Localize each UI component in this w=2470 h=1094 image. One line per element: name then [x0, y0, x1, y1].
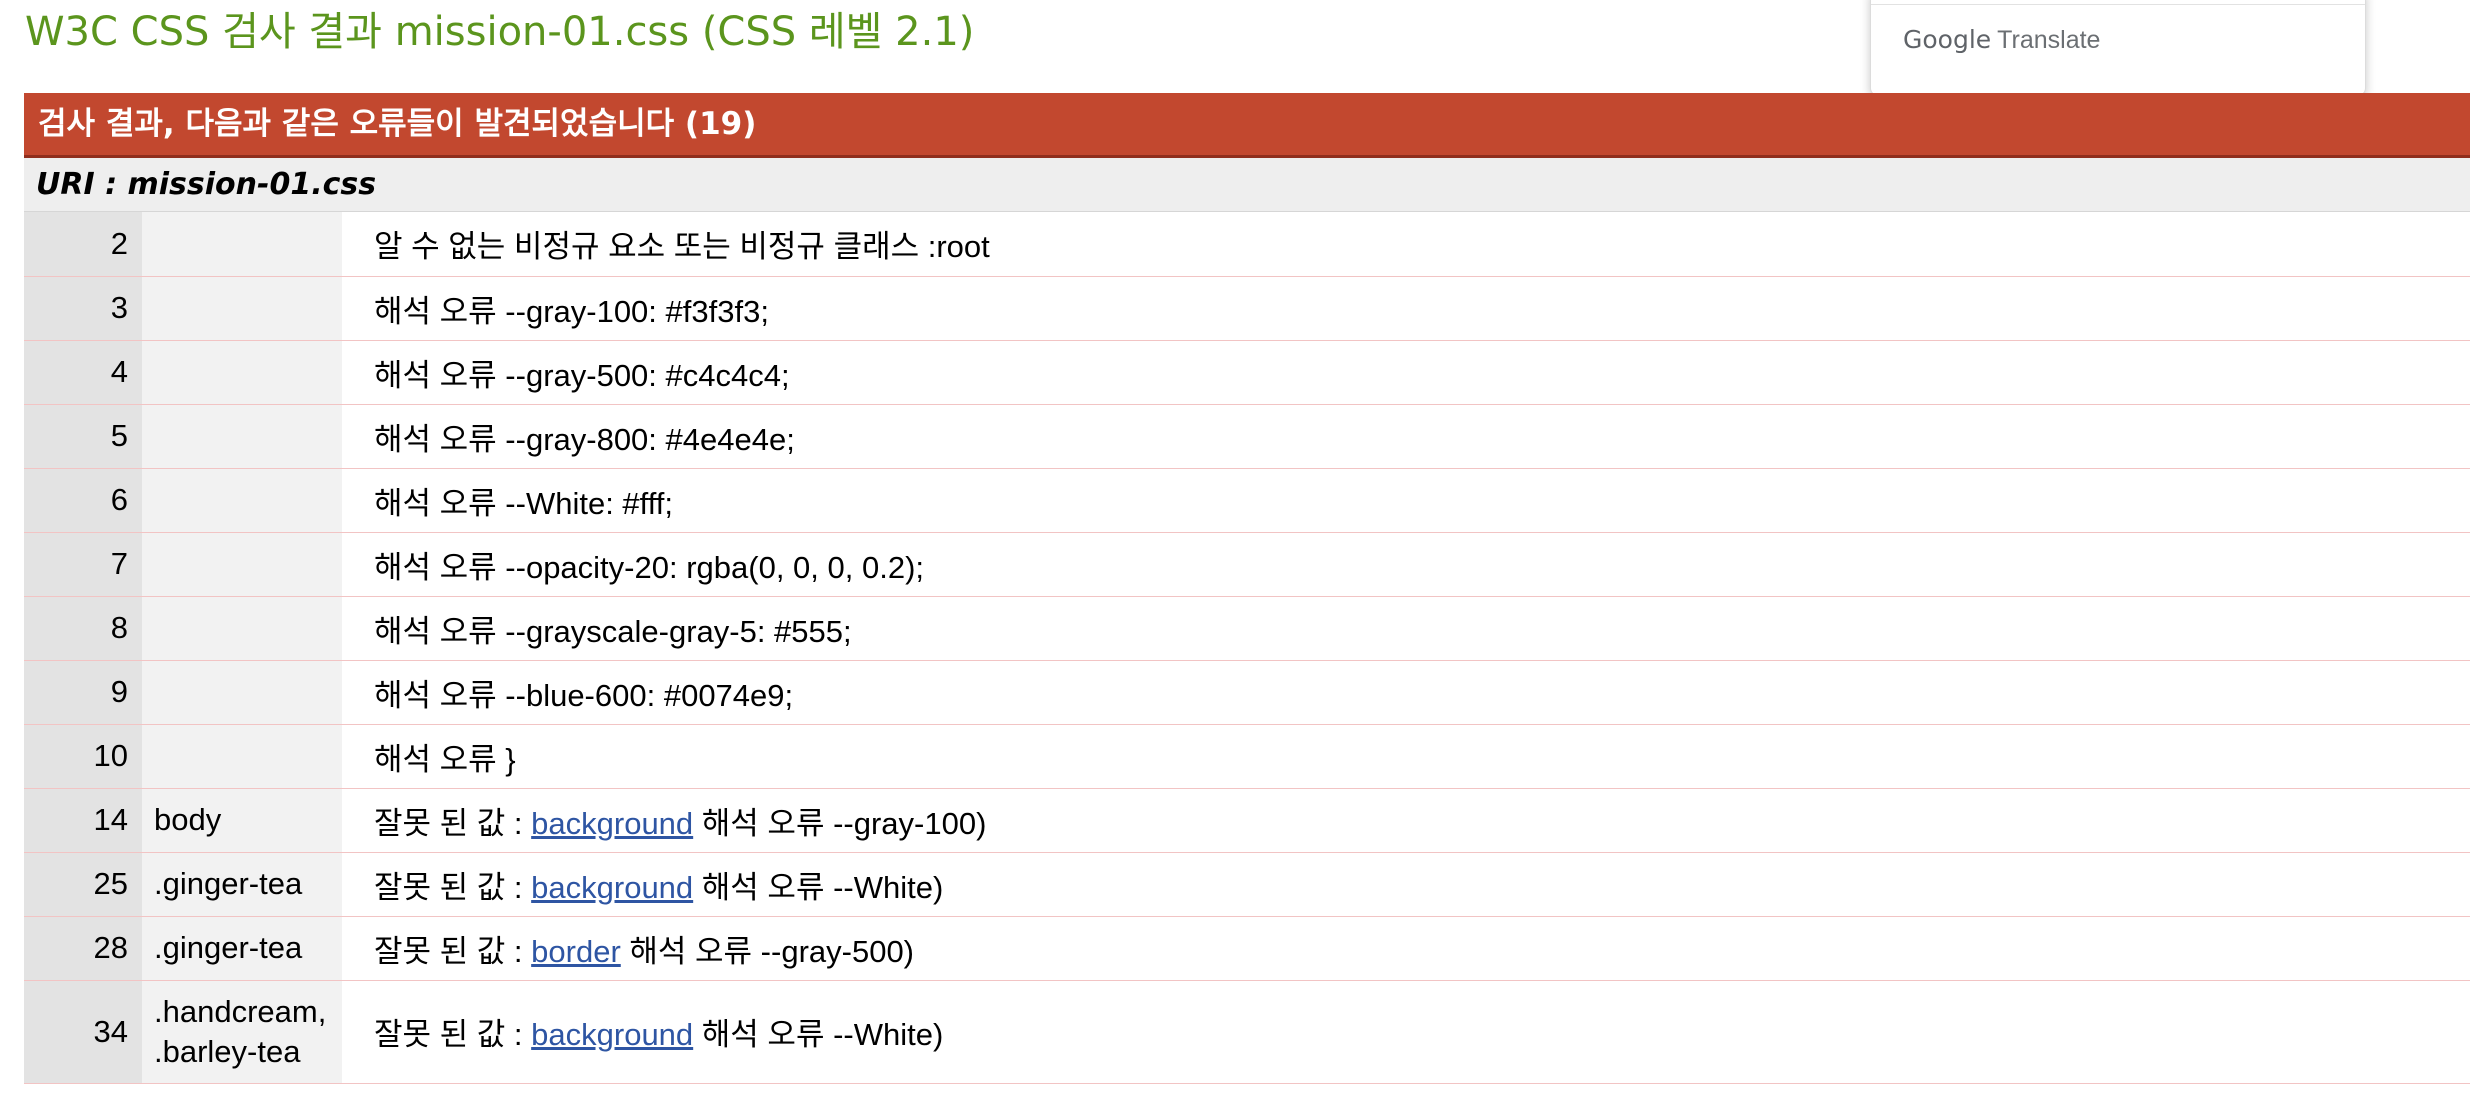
- results-header: 검사 결과, 다음과 같은 오류들이 발견되었습니다 (19): [24, 93, 2470, 158]
- error-row: 6 해석 오류 --White: #fff;: [24, 468, 2470, 533]
- line-number: 9: [24, 660, 142, 725]
- error-text: 잘못 된 값 :: [374, 805, 532, 841]
- error-message: 해석 오류 --grayscale-gray-5: #555;: [342, 596, 2470, 661]
- error-row: 10 해석 오류 }: [24, 724, 2470, 789]
- line-number: 2: [24, 212, 142, 277]
- error-row: 3 해석 오류 --gray-100: #f3f3f3;: [24, 276, 2470, 341]
- error-text: 잘못 된 값 :: [374, 869, 532, 905]
- selector-context: [142, 660, 342, 725]
- error-text: 해석 오류 --gray-500: #c4c4c4;: [374, 357, 790, 393]
- selector-context: [142, 340, 342, 405]
- error-text: 해석 오류 --grayscale-gray-5: #555;: [374, 613, 852, 649]
- line-number: 34: [24, 980, 142, 1084]
- property-link-background[interactable]: background: [531, 1017, 694, 1052]
- selector-context: body: [142, 788, 342, 853]
- line-number: 3: [24, 276, 142, 341]
- error-text: 해석 오류 --blue-600: #0074e9;: [374, 677, 794, 713]
- translate-wordmark: Translate: [1997, 26, 2101, 54]
- selector-context: [142, 276, 342, 341]
- error-row: 34 .handcream, .barley-tea 잘못 된 값 : backgro…: [24, 980, 2470, 1084]
- selector-context: .ginger-tea: [142, 852, 342, 917]
- error-detail: 해석 오류 --gray-100): [693, 805, 987, 841]
- error-message: 잘못 된 값 : background 해석 오류 --gray-100): [342, 788, 2470, 853]
- selector-text: .handcream,: [154, 993, 327, 1029]
- error-text: 해석 오류 --White: #fff;: [374, 485, 673, 521]
- error-message: 해석 오류 --opacity-20: rgba(0, 0, 0, 0.2);: [342, 532, 2470, 597]
- popup-divider: [1871, 4, 2365, 5]
- line-number: 7: [24, 532, 142, 597]
- line-number: 8: [24, 596, 142, 661]
- selector-context: [142, 724, 342, 789]
- error-table: 2 알 수 없는 비정규 요소 또는 비정규 클래스 :root 3 해석 오류 --…: [24, 212, 2470, 1084]
- line-number: 14: [24, 788, 142, 853]
- line-number: 10: [24, 724, 142, 789]
- selector-context: .handcream, .barley-tea: [142, 980, 342, 1084]
- error-text: 해석 오류 --gray-100: #f3f3f3;: [374, 293, 769, 329]
- error-text: 해석 오류 --opacity-20: rgba(0, 0, 0, 0.2);: [374, 549, 925, 585]
- page-title: W3C CSS 검사 결과 mission-01.css (CSS 레벨 2.1…: [25, 9, 975, 55]
- error-message: 잘못 된 값 : background 해석 오류 --White): [342, 980, 2470, 1084]
- error-row: 9 해석 오류 --blue-600: #0074e9;: [24, 660, 2470, 725]
- error-message: 알 수 없는 비정규 요소 또는 비정규 클래스 :root: [342, 212, 2470, 277]
- error-message: 해석 오류 --gray-800: #4e4e4e;: [342, 404, 2470, 469]
- uri-label: URI : mission-01.css: [24, 158, 2470, 212]
- error-message: 해석 오류 --gray-100: #f3f3f3;: [342, 276, 2470, 341]
- error-detail: 해석 오류 --White): [693, 1017, 944, 1052]
- selector-context: [142, 596, 342, 661]
- error-text: 해석 오류 }: [374, 741, 516, 777]
- error-row: 28 .ginger-tea 잘못 된 값 : border 해석 오류 --gra…: [24, 916, 2470, 981]
- selector-context: [142, 532, 342, 597]
- line-number: 4: [24, 340, 142, 405]
- selector-text: .barley-tea: [154, 1033, 301, 1069]
- selector-context: [142, 212, 342, 277]
- error-row: 4 해석 오류 --gray-500: #c4c4c4;: [24, 340, 2470, 405]
- error-row: 2 알 수 없는 비정규 요소 또는 비정규 클래스 :root: [24, 212, 2470, 277]
- error-text: 잘못 된 값 :: [374, 1017, 532, 1052]
- selector-text: .ginger-tea: [154, 930, 303, 965]
- error-detail: 해석 오류 --White): [693, 869, 944, 905]
- error-message: 잘못 된 값 : border 해석 오류 --gray-500): [342, 916, 2470, 981]
- error-message: 잘못 된 값 : background 해석 오류 --White): [342, 852, 2470, 917]
- line-number: 5: [24, 404, 142, 469]
- error-text: 해석 오류 --gray-800: #4e4e4e;: [374, 421, 795, 457]
- google-translate-logo: Google Translate: [1903, 25, 2100, 55]
- selector-text: .ginger-tea: [154, 866, 303, 901]
- selector-context: .ginger-tea: [142, 916, 342, 981]
- selector-text: body: [154, 802, 222, 837]
- property-link-background[interactable]: background: [531, 805, 694, 841]
- property-link-border[interactable]: border: [531, 933, 621, 969]
- error-row: 8 해석 오류 --grayscale-gray-5: #555;: [24, 596, 2470, 661]
- error-message: 해석 오류 --gray-500: #c4c4c4;: [342, 340, 2470, 405]
- selector-context: [142, 404, 342, 469]
- error-text: 알 수 없는 비정규 요소 또는 비정규 클래스 :root: [374, 229, 990, 265]
- property-link-background[interactable]: background: [531, 869, 694, 905]
- error-message: 해석 오류 --blue-600: #0074e9;: [342, 660, 2470, 725]
- error-row: 5 해석 오류 --gray-800: #4e4e4e;: [24, 404, 2470, 469]
- line-number: 6: [24, 468, 142, 533]
- line-number: 28: [24, 916, 142, 981]
- error-message: 해석 오류 }: [342, 724, 2470, 789]
- error-row: 14 body 잘못 된 값 : background 해석 오류 --gray-1…: [24, 788, 2470, 853]
- error-row: 7 해석 오류 --opacity-20: rgba(0, 0, 0, 0.2);: [24, 532, 2470, 597]
- google-wordmark: Google: [1903, 25, 1992, 54]
- error-text: 잘못 된 값 :: [374, 933, 532, 969]
- google-translate-popup[interactable]: Google Translate: [1870, 0, 2366, 96]
- selector-context: [142, 468, 342, 533]
- error-row: 25 .ginger-tea 잘못 된 값 : background 해석 오류 -…: [24, 852, 2470, 917]
- line-number: 25: [24, 852, 142, 917]
- error-message: 해석 오류 --White: #fff;: [342, 468, 2470, 533]
- error-detail: 해석 오류 --gray-500): [620, 933, 915, 969]
